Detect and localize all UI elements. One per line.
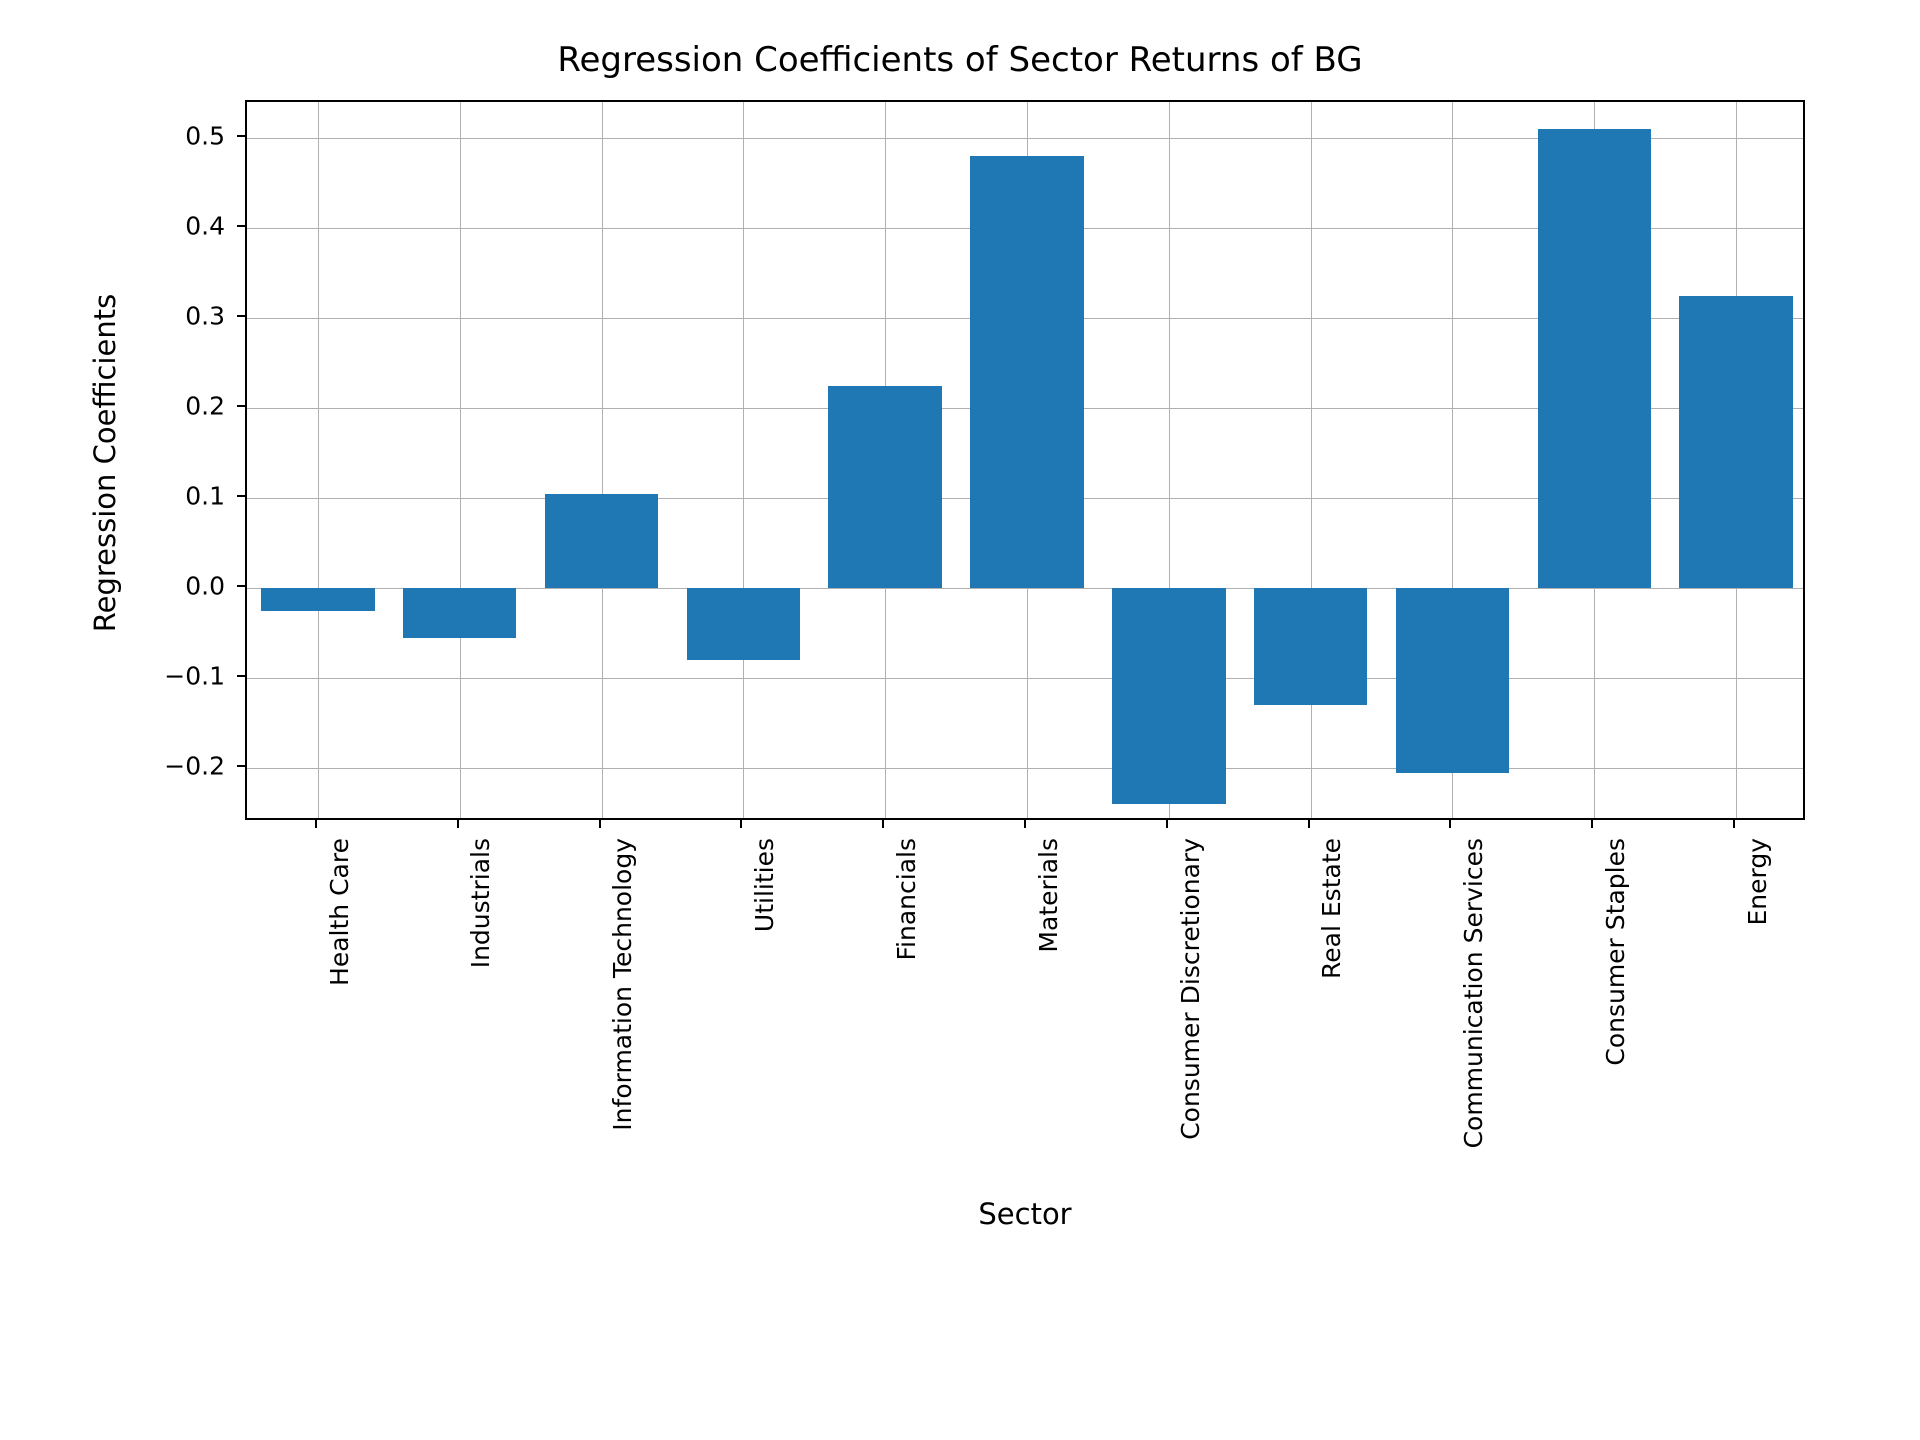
y-tick-mark xyxy=(237,135,245,137)
y-tick-label: 0.3 xyxy=(185,302,225,331)
x-tick-mark xyxy=(315,820,317,828)
x-tick-label: Materials xyxy=(1034,838,1063,1338)
y-tick-mark xyxy=(237,765,245,767)
plot-area xyxy=(245,100,1805,820)
gridline-horizontal xyxy=(247,768,1803,769)
x-tick-mark xyxy=(740,820,742,828)
gridline-horizontal xyxy=(247,678,1803,679)
y-tick-mark xyxy=(237,315,245,317)
x-tick-mark xyxy=(1591,820,1593,828)
bar xyxy=(261,588,374,611)
x-tick-label: Consumer Staples xyxy=(1601,838,1630,1338)
y-tick-mark xyxy=(237,585,245,587)
bar xyxy=(687,588,800,660)
x-tick-label: Utilities xyxy=(750,838,779,1338)
x-tick-label: Consumer Discretionary xyxy=(1176,838,1205,1338)
y-axis-label: Regression Coefficients xyxy=(88,103,122,823)
y-tick-mark xyxy=(237,495,245,497)
gridline-vertical xyxy=(1311,102,1312,818)
bar xyxy=(403,588,516,638)
bar xyxy=(545,494,658,589)
y-tick-label: −0.2 xyxy=(164,752,225,781)
y-tick-mark xyxy=(237,225,245,227)
x-tick-label: Communication Services xyxy=(1459,838,1488,1338)
bar xyxy=(828,386,941,589)
x-tick-mark xyxy=(1449,820,1451,828)
figure: Regression Coefficients of Sector Return… xyxy=(0,0,1920,1440)
chart-title: Regression Coefficients of Sector Return… xyxy=(0,40,1920,80)
x-tick-label: Information Technology xyxy=(608,838,637,1338)
bar xyxy=(1112,588,1225,804)
y-tick-mark xyxy=(237,675,245,677)
bar xyxy=(1679,296,1792,589)
y-tick-label: 0.2 xyxy=(185,392,225,421)
y-tick-mark xyxy=(237,405,245,407)
bar xyxy=(970,156,1083,588)
x-tick-mark xyxy=(599,820,601,828)
bar xyxy=(1396,588,1509,773)
y-tick-label: 0.1 xyxy=(185,482,225,511)
gridline-vertical xyxy=(318,102,319,818)
x-tick-label: Financials xyxy=(892,838,921,1338)
gridline-vertical xyxy=(743,102,744,818)
x-tick-mark xyxy=(1024,820,1026,828)
x-tick-label: Real Estate xyxy=(1317,838,1346,1338)
y-tick-label: −0.1 xyxy=(164,662,225,691)
x-tick-mark xyxy=(1166,820,1168,828)
y-tick-label: 0.0 xyxy=(185,572,225,601)
y-tick-label: 0.4 xyxy=(185,212,225,241)
x-tick-mark xyxy=(1733,820,1735,828)
x-tick-mark xyxy=(882,820,884,828)
x-tick-mark xyxy=(1308,820,1310,828)
x-tick-mark xyxy=(457,820,459,828)
gridline-vertical xyxy=(602,102,603,818)
x-tick-label: Industrials xyxy=(466,838,495,1338)
bar xyxy=(1254,588,1367,705)
gridline-vertical xyxy=(460,102,461,818)
y-tick-label: 0.5 xyxy=(185,122,225,151)
x-tick-label: Health Care xyxy=(325,838,354,1338)
bar xyxy=(1538,129,1651,588)
x-tick-label: Energy xyxy=(1743,838,1772,1338)
